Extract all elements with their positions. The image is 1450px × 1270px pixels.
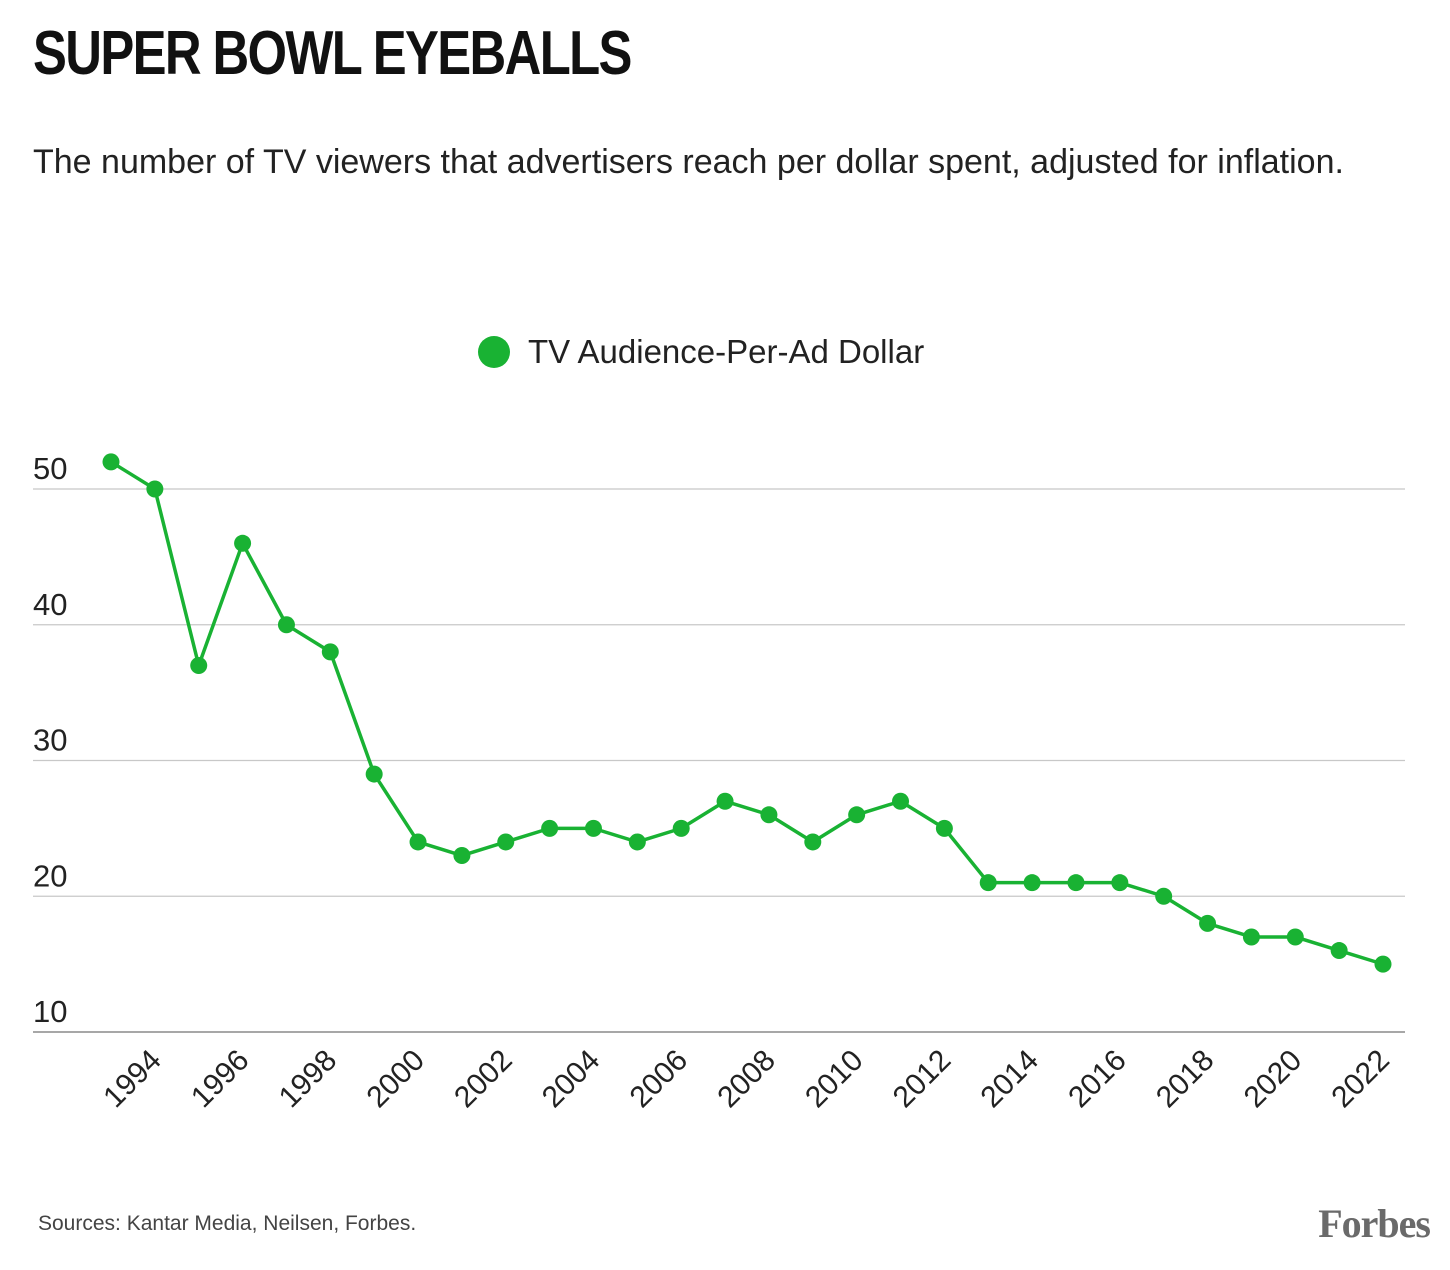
forbes-logo: Forbes: [1318, 1201, 1431, 1246]
data-point: [146, 480, 164, 498]
x-tick-label: 2022: [1325, 1044, 1396, 1115]
data-point: [541, 819, 559, 837]
data-point: [102, 453, 120, 471]
data-point: [277, 616, 295, 634]
data-point: [892, 792, 910, 810]
x-tick-label: 2016: [1062, 1044, 1133, 1115]
data-point: [234, 534, 252, 552]
series-line: [110, 460, 1384, 966]
data-point: [628, 833, 646, 851]
x-tick-label: 2012: [887, 1044, 958, 1115]
data-point: [1374, 955, 1392, 973]
legend-label: TV Audience-Per-Ad Dollar: [528, 333, 925, 370]
y-tick-label: 10: [33, 994, 67, 1029]
x-tick-label: 2014: [975, 1044, 1046, 1115]
x-tick-label: 1994: [97, 1044, 168, 1115]
x-tick-label: 2018: [1150, 1044, 1221, 1115]
x-tick-label: 1998: [273, 1044, 344, 1115]
data-point: [716, 792, 734, 810]
data-point: [1023, 874, 1041, 892]
y-tick-label: 50: [33, 451, 67, 486]
x-tick-label: 2002: [448, 1044, 519, 1115]
x-tick-label: 2000: [360, 1044, 431, 1115]
data-point: [1330, 942, 1348, 960]
data-point: [1286, 928, 1304, 946]
data-point: [979, 874, 997, 892]
data-point: [1242, 928, 1260, 946]
legend: TV Audience-Per-Ad Dollar: [478, 332, 924, 372]
x-tick-label: 2006: [624, 1044, 695, 1115]
data-point: [409, 833, 427, 851]
y-tick-label: 40: [33, 587, 67, 622]
x-tick-label: 2020: [1238, 1044, 1309, 1115]
data-point: [848, 806, 866, 824]
chart-subtitle: The number of TV viewers that advertiser…: [33, 143, 1344, 181]
x-tick-label: 2008: [711, 1044, 782, 1115]
data-point: [1111, 874, 1129, 892]
x-tick-label: 2010: [799, 1044, 870, 1115]
data-point: [453, 847, 471, 865]
data-point: [1155, 887, 1173, 905]
data-point: [935, 819, 953, 837]
data-point: [321, 643, 339, 661]
data-point: [190, 656, 208, 674]
data-point: [497, 833, 515, 851]
chart-title: SUPER BOWL EYEBALLS: [33, 19, 632, 88]
y-tick-label: 30: [33, 723, 67, 758]
data-point: [584, 819, 602, 837]
legend-marker: [478, 336, 510, 368]
data-point: [760, 806, 778, 824]
data-point: [365, 765, 383, 783]
data-point: [1199, 914, 1217, 932]
data-point: [672, 819, 690, 837]
data-point: [1067, 874, 1085, 892]
y-tick-label: 20: [33, 858, 67, 893]
x-tick-label: 2004: [536, 1044, 607, 1115]
x-tick-label: 1996: [185, 1044, 256, 1115]
data-point: [804, 833, 822, 851]
source-note: Sources: Kantar Media, Neilsen, Forbes.: [38, 1212, 417, 1235]
